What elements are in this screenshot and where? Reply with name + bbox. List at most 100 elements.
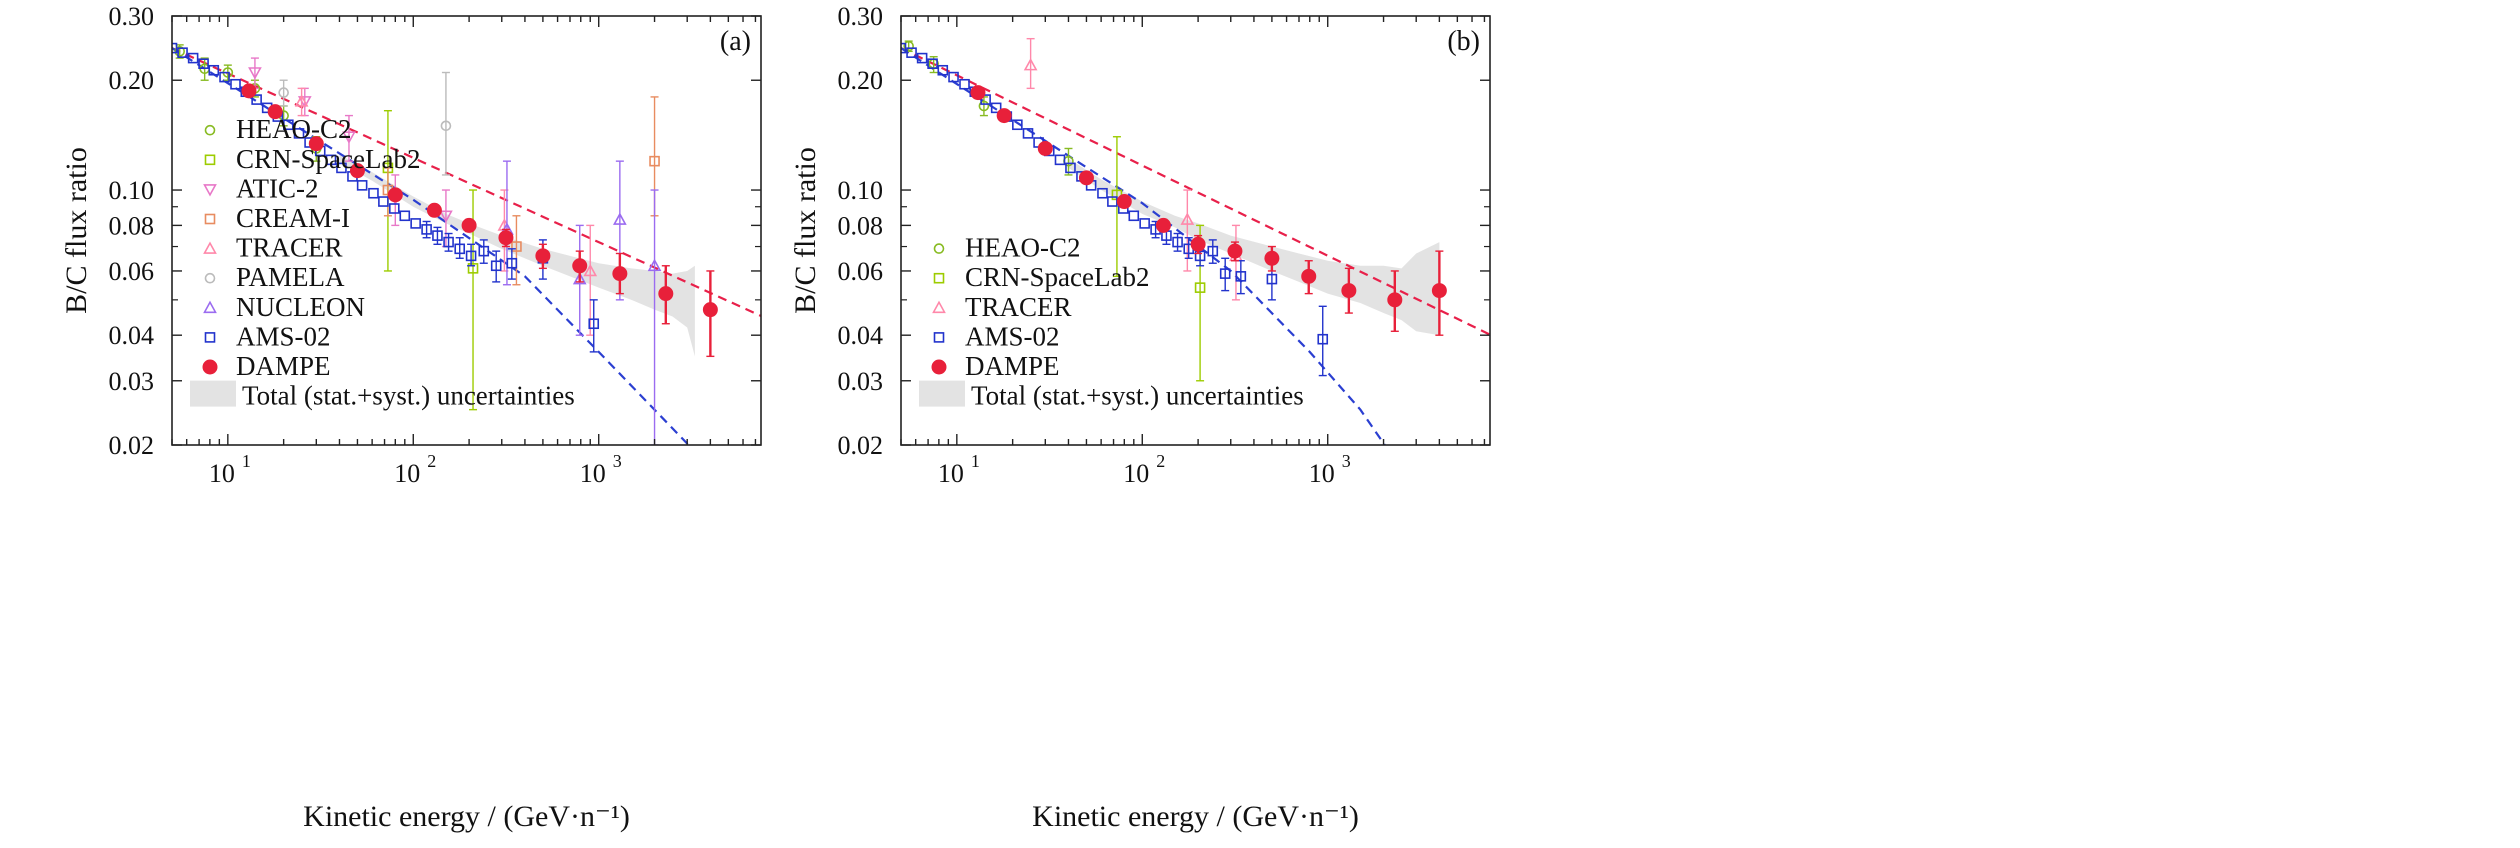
y-tick-label: 0.06 bbox=[838, 257, 884, 286]
data-point bbox=[1190, 236, 1206, 252]
data-point bbox=[1023, 57, 1038, 71]
data-point bbox=[1012, 119, 1023, 131]
data-point bbox=[426, 202, 442, 218]
data-point bbox=[937, 64, 949, 76]
data-point bbox=[387, 187, 403, 203]
y-tick-label: 0.04 bbox=[109, 321, 155, 350]
data-point bbox=[1207, 245, 1219, 257]
fit-line-red bbox=[172, 47, 761, 318]
data-point bbox=[230, 78, 241, 90]
data-point bbox=[649, 155, 660, 167]
data-point bbox=[454, 243, 466, 255]
data-point bbox=[443, 236, 454, 248]
legend-marker-crn-spacelab2 bbox=[204, 154, 216, 166]
x-tick-label-exponent: 3 bbox=[613, 451, 622, 471]
data-point bbox=[1139, 218, 1150, 229]
legend-label-crn-spacelab2: CRN-SpaceLab2 bbox=[236, 144, 420, 174]
legend-label-heao-c2: HEAO-C2 bbox=[965, 233, 1081, 263]
legend-label-tracer: TRACER bbox=[965, 292, 1072, 322]
data-point bbox=[388, 203, 400, 214]
series-ams-02 bbox=[901, 42, 1329, 377]
panel-a: 10 1 10 2 10 3 0.02 0.03 0.04 0.06 0.08 0.10 0.20 0.3… bbox=[60, 2, 762, 833]
series-dampe bbox=[241, 83, 718, 358]
data-point bbox=[465, 250, 477, 262]
y-tick-label: 0.08 bbox=[838, 211, 884, 240]
y-tick-label: 0.06 bbox=[109, 257, 155, 286]
data-point bbox=[349, 163, 365, 179]
axes-frame bbox=[900, 15, 1491, 446]
series-heao-c2 bbox=[903, 40, 1074, 176]
y-tick-label: 0.10 bbox=[109, 176, 155, 205]
data-point bbox=[978, 100, 990, 112]
data-point bbox=[990, 102, 1002, 114]
legend-label-crn-spacelab2: CRN-SpaceLab2 bbox=[965, 262, 1149, 292]
axes-frame bbox=[171, 15, 762, 446]
data-point bbox=[440, 120, 452, 132]
data-point bbox=[294, 94, 309, 107]
series-pamela bbox=[278, 71, 452, 176]
data-point bbox=[219, 71, 230, 83]
data-point bbox=[1097, 187, 1108, 199]
data-point bbox=[399, 210, 411, 222]
data-point bbox=[208, 64, 220, 76]
data-point bbox=[1065, 162, 1076, 174]
y-tick-label: 0.30 bbox=[109, 2, 155, 31]
y-axis-title: B/C flux ratio bbox=[789, 147, 822, 314]
uncertainty-band bbox=[1068, 158, 1440, 336]
y-tick-label: 0.20 bbox=[109, 66, 155, 95]
data-point bbox=[916, 52, 928, 64]
data-point bbox=[356, 180, 368, 191]
data-point bbox=[1227, 243, 1243, 259]
y-tick-label: 0.03 bbox=[838, 367, 884, 396]
series-cream-i bbox=[382, 96, 660, 286]
fit-line-red bbox=[901, 47, 1490, 336]
x-tick-label-base: 10 bbox=[209, 459, 235, 488]
x-tick-label-exponent: 3 bbox=[1342, 451, 1351, 471]
legend-marker-ams-02 bbox=[933, 332, 945, 343]
data-point bbox=[1387, 292, 1403, 308]
legend-band-swatch bbox=[919, 380, 965, 407]
data-point bbox=[308, 136, 324, 152]
data-point bbox=[980, 94, 991, 105]
data-point bbox=[1194, 282, 1206, 293]
legend-band-swatch bbox=[190, 380, 236, 407]
data-point bbox=[901, 42, 907, 54]
x-tick-label-base: 10 bbox=[938, 459, 964, 488]
series-ams-02 bbox=[172, 42, 600, 353]
data-point bbox=[511, 241, 522, 252]
y-axis-title: B/C flux ratio bbox=[60, 147, 93, 314]
data-point bbox=[267, 104, 283, 120]
x-tick-label-exponent: 2 bbox=[1156, 451, 1165, 471]
data-point bbox=[535, 248, 551, 264]
data-point bbox=[903, 40, 914, 52]
legend-label-ams-02: AMS-02 bbox=[236, 321, 331, 351]
x-tick-label-exponent: 1 bbox=[971, 451, 980, 471]
data-point bbox=[498, 230, 514, 246]
x-tick-label-exponent: 2 bbox=[427, 451, 436, 471]
data-point bbox=[248, 67, 262, 80]
legend-marker-crn-spacelab2 bbox=[933, 272, 945, 284]
data-point bbox=[1054, 154, 1066, 166]
data-point bbox=[612, 212, 627, 225]
data-point bbox=[1180, 212, 1195, 225]
legend-label-tracer: TRACER bbox=[236, 233, 343, 263]
data-point bbox=[996, 108, 1012, 124]
series-tracer bbox=[1023, 37, 1243, 301]
panel-label: (b) bbox=[1447, 26, 1480, 57]
legend-marker-nucleon bbox=[203, 300, 217, 314]
data-point bbox=[702, 302, 718, 318]
data-point bbox=[439, 210, 453, 223]
data-point bbox=[1264, 250, 1280, 266]
data-point bbox=[283, 119, 294, 131]
plot-area bbox=[901, 37, 1490, 445]
legend-marker-cream-i bbox=[204, 213, 216, 225]
data-point bbox=[612, 266, 628, 282]
fit-line-blue bbox=[172, 47, 691, 445]
legend-label-band: Total (stat.+syst.) uncertainties bbox=[242, 381, 575, 411]
data-point bbox=[172, 42, 178, 54]
data-point bbox=[432, 230, 443, 241]
legend-marker-dampe bbox=[931, 359, 947, 375]
legend-marker-dampe bbox=[202, 359, 218, 375]
legend-marker-pamela bbox=[204, 272, 216, 284]
data-point bbox=[1266, 273, 1278, 285]
